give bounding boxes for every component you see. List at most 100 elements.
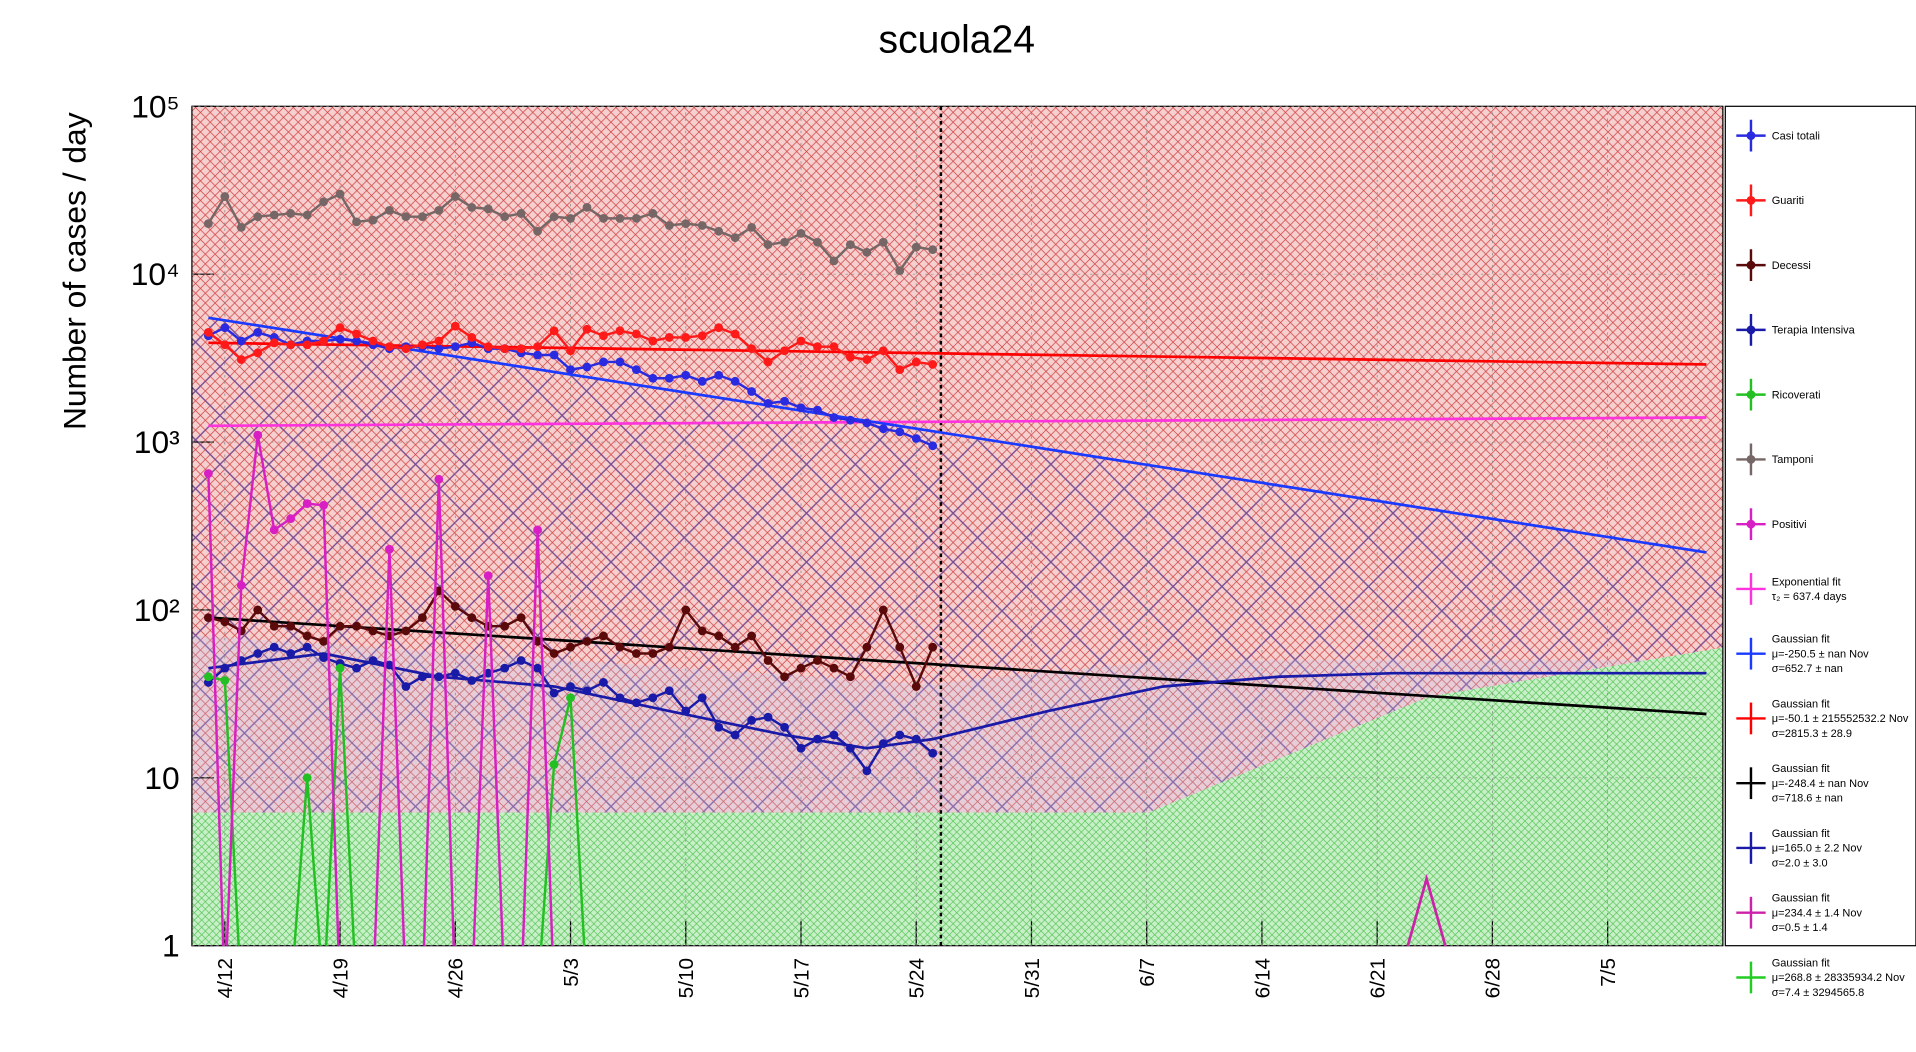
point bbox=[664, 221, 674, 230]
point bbox=[385, 660, 394, 670]
legend-label: Decessi bbox=[1772, 260, 1811, 272]
point bbox=[747, 631, 757, 641]
point bbox=[862, 642, 872, 652]
legend-label: Tamponi bbox=[1772, 454, 1814, 466]
point bbox=[895, 642, 905, 652]
point bbox=[335, 189, 345, 199]
legend-label: σ=2815.3 ± 28.9 bbox=[1772, 728, 1852, 740]
point bbox=[368, 656, 378, 665]
point bbox=[829, 256, 839, 266]
point bbox=[615, 326, 625, 336]
point bbox=[467, 202, 477, 212]
y-tick-label: 10 bbox=[144, 760, 179, 796]
point bbox=[269, 621, 279, 631]
point bbox=[911, 734, 921, 744]
point bbox=[434, 672, 444, 682]
point bbox=[533, 350, 543, 360]
point bbox=[664, 686, 674, 696]
point bbox=[269, 642, 279, 652]
point bbox=[648, 373, 658, 383]
point bbox=[582, 324, 592, 334]
point bbox=[599, 213, 608, 223]
point bbox=[203, 672, 213, 682]
point bbox=[203, 613, 213, 623]
point bbox=[845, 415, 855, 425]
legend-label: Gaussian fit bbox=[1772, 698, 1830, 710]
point bbox=[780, 722, 789, 732]
point bbox=[697, 331, 707, 341]
point bbox=[845, 743, 855, 753]
legend-label: σ=2.0 ± 3.0 bbox=[1772, 857, 1828, 869]
point bbox=[516, 613, 526, 623]
point bbox=[253, 212, 263, 222]
point bbox=[829, 663, 839, 673]
point bbox=[599, 678, 608, 687]
x-tick-label: 5/17 bbox=[790, 958, 813, 998]
point bbox=[813, 405, 822, 415]
point bbox=[895, 365, 905, 375]
point bbox=[368, 215, 378, 225]
point bbox=[467, 613, 477, 623]
point bbox=[236, 336, 246, 346]
x-tick-label: 5/3 bbox=[560, 958, 583, 987]
point bbox=[352, 621, 361, 631]
point bbox=[796, 663, 806, 673]
point bbox=[566, 365, 575, 375]
chart-title: scuola24 bbox=[879, 19, 1035, 62]
point bbox=[697, 626, 707, 636]
point bbox=[648, 336, 658, 346]
point bbox=[533, 525, 543, 535]
point bbox=[730, 233, 740, 243]
legend-label: σ=718.6 ± nan bbox=[1772, 793, 1843, 805]
point bbox=[796, 743, 806, 753]
point bbox=[516, 656, 526, 665]
legend-label: Gaussian fit bbox=[1772, 957, 1830, 969]
x-tick-label: 6/28 bbox=[1482, 958, 1505, 998]
point bbox=[763, 656, 773, 665]
point bbox=[714, 722, 724, 732]
point bbox=[730, 642, 740, 652]
point bbox=[747, 715, 757, 725]
x-tick-label: 6/7 bbox=[1136, 958, 1159, 987]
point bbox=[681, 370, 691, 380]
legend-marker bbox=[1746, 519, 1756, 529]
y-tick-label: 10⁵ bbox=[131, 88, 179, 124]
point bbox=[928, 642, 938, 652]
hatched-bands bbox=[191, 106, 1723, 946]
point bbox=[813, 656, 822, 665]
point bbox=[269, 338, 279, 348]
point bbox=[631, 649, 641, 658]
point bbox=[450, 342, 460, 352]
point bbox=[253, 649, 263, 658]
point bbox=[253, 605, 263, 615]
legend-label: Gaussian fit bbox=[1772, 763, 1830, 775]
point bbox=[286, 649, 296, 658]
point bbox=[566, 346, 575, 356]
point bbox=[417, 340, 427, 350]
point bbox=[631, 698, 641, 708]
legend-marker bbox=[1746, 195, 1756, 205]
x-tick-label: 5/31 bbox=[1021, 958, 1044, 998]
legend-label: μ=165.0 ± 2.2 Nov bbox=[1772, 843, 1863, 855]
legend-label: σ=0.5 ± 1.4 bbox=[1772, 922, 1828, 934]
point bbox=[434, 336, 444, 346]
point bbox=[714, 323, 724, 333]
x-tick-label: 6/21 bbox=[1366, 958, 1389, 998]
point bbox=[401, 682, 411, 691]
legend-marker bbox=[1746, 325, 1756, 335]
point bbox=[730, 376, 740, 386]
point bbox=[269, 210, 279, 220]
point bbox=[203, 327, 213, 337]
point bbox=[286, 621, 296, 631]
point bbox=[878, 605, 888, 615]
x-tick-label: 4/12 bbox=[214, 958, 237, 998]
point bbox=[747, 222, 757, 232]
point bbox=[220, 617, 230, 627]
point bbox=[236, 222, 246, 232]
point bbox=[599, 631, 608, 641]
point bbox=[500, 212, 510, 222]
point bbox=[599, 331, 608, 341]
point bbox=[533, 663, 543, 673]
